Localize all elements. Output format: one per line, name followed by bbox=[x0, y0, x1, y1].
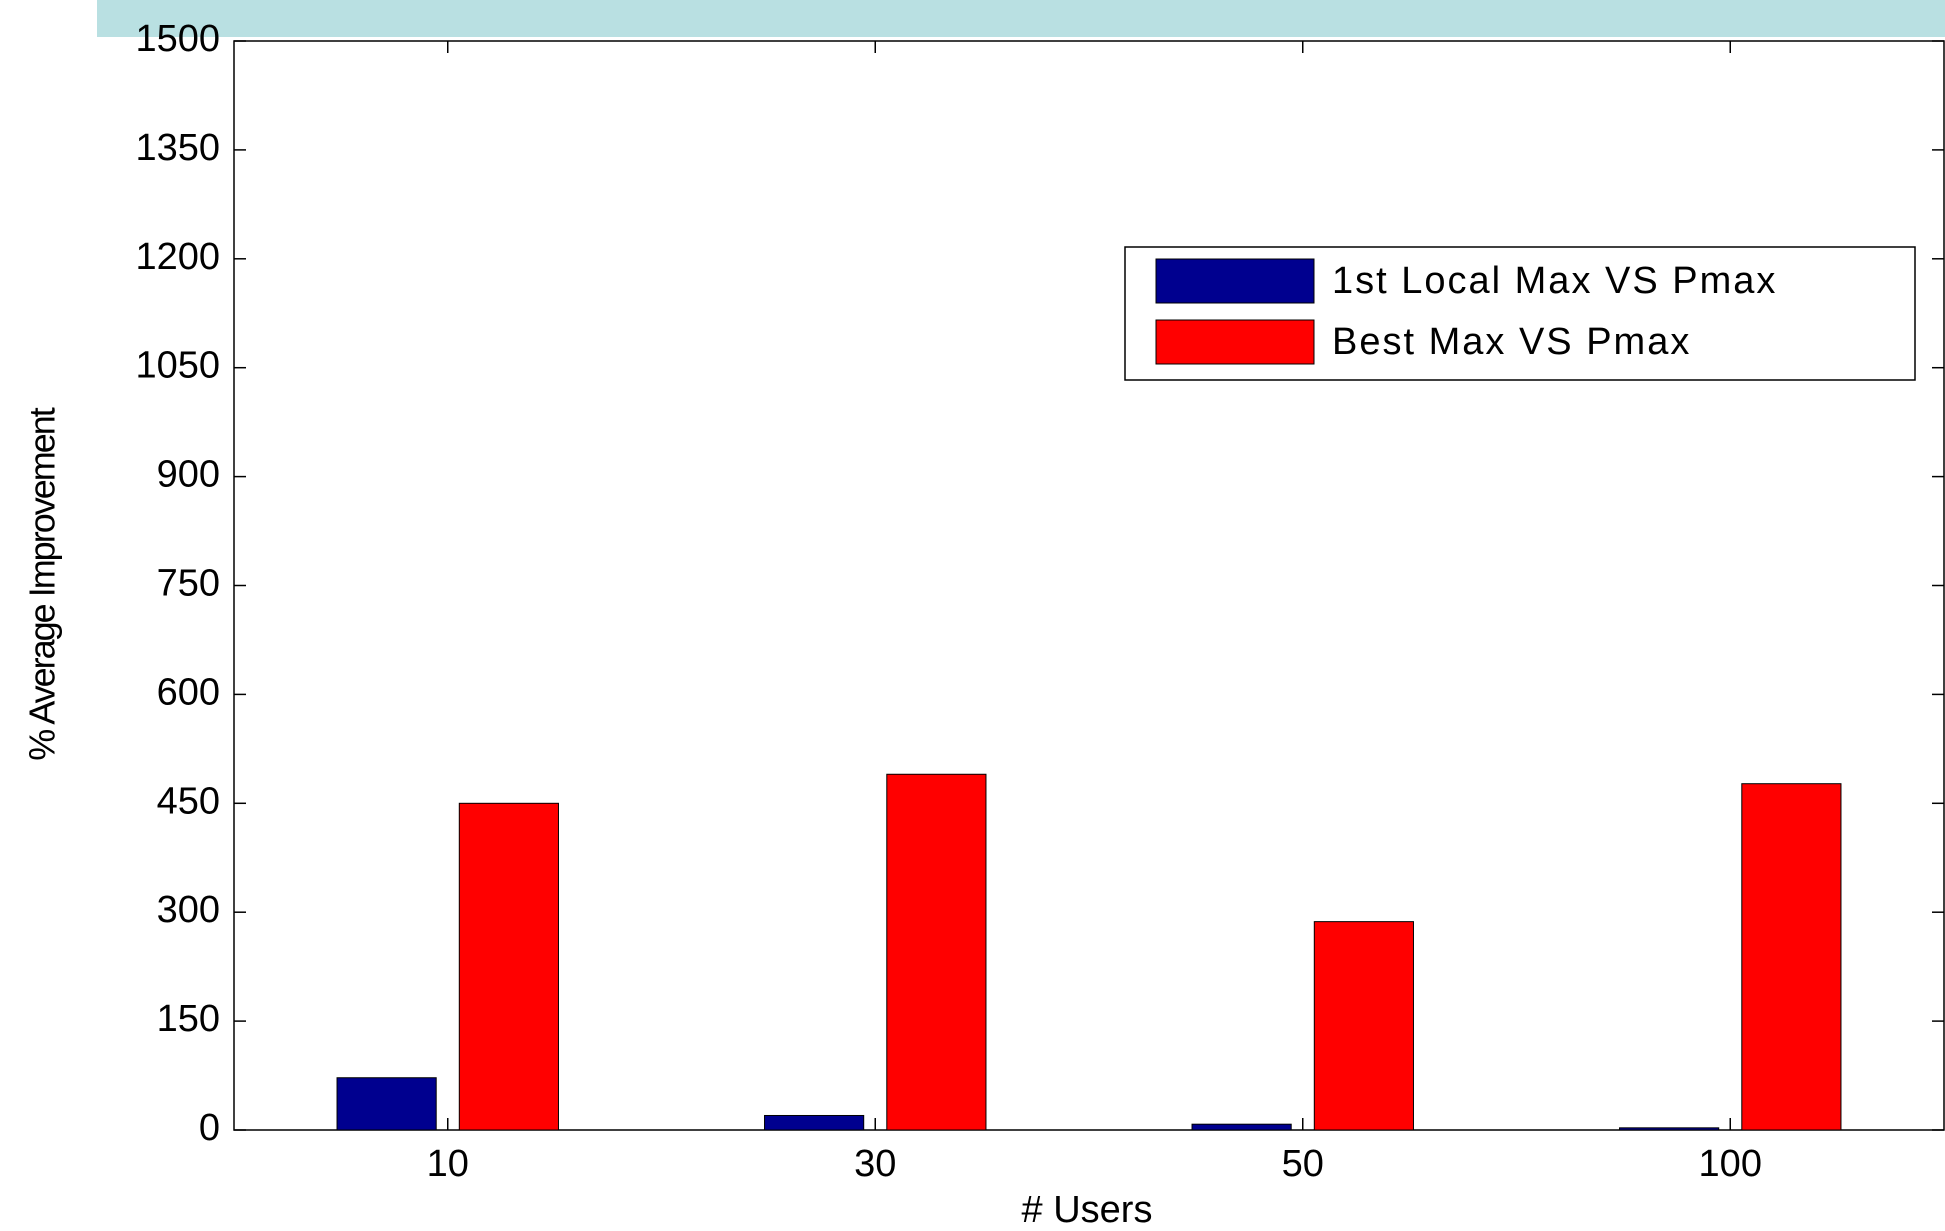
y-tick-label: 1350 bbox=[135, 127, 220, 169]
x-tick-label: 50 bbox=[1282, 1143, 1324, 1185]
legend-swatch bbox=[1155, 319, 1315, 365]
bar bbox=[886, 773, 987, 1131]
legend-swatch bbox=[1155, 258, 1315, 304]
y-tick-label: 150 bbox=[157, 998, 220, 1040]
bar bbox=[1191, 1123, 1292, 1131]
y-tick-label: 1050 bbox=[135, 345, 220, 387]
y-tick-label: 0 bbox=[199, 1107, 220, 1149]
x-axis-label: # Users bbox=[1022, 1189, 1153, 1231]
y-tick-label: 750 bbox=[157, 563, 220, 605]
legend-label: Best Max VS Pmax bbox=[1332, 321, 1691, 363]
bar bbox=[458, 802, 559, 1131]
title-band bbox=[97, 0, 1945, 37]
y-axis-label: % Average Improvement bbox=[22, 407, 63, 761]
x-tick-label: 10 bbox=[427, 1143, 469, 1185]
bar bbox=[764, 1114, 865, 1131]
legend-label: 1st Local Max VS Pmax bbox=[1332, 260, 1777, 302]
bar bbox=[1313, 921, 1414, 1131]
bar bbox=[336, 1077, 437, 1131]
x-tick-label: 100 bbox=[1699, 1143, 1762, 1185]
y-tick-label: 300 bbox=[157, 889, 220, 931]
y-tick-label: 450 bbox=[157, 780, 220, 822]
x-tick-label: 30 bbox=[854, 1143, 896, 1185]
y-tick-label: 1200 bbox=[135, 236, 220, 278]
bar bbox=[1619, 1127, 1720, 1131]
y-tick-label: 900 bbox=[157, 454, 220, 496]
y-tick-label: 1500 bbox=[135, 18, 220, 60]
bar bbox=[1741, 783, 1842, 1131]
y-tick-label: 600 bbox=[157, 671, 220, 713]
